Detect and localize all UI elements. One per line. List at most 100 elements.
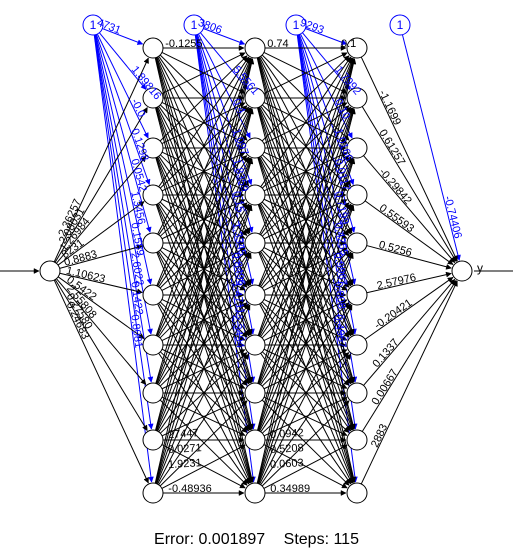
- hidden-node-layer2: [244, 429, 266, 451]
- weight-label: 1.9231: [168, 457, 202, 471]
- input-arrow: [0, 268, 40, 274]
- steps-text: Steps: 115: [283, 532, 359, 548]
- weight-line: [161, 397, 246, 437]
- arrowhead: [340, 292, 347, 298]
- arrowhead: [341, 482, 348, 489]
- hidden-node-layer1: [142, 37, 164, 59]
- arrowhead: [138, 333, 145, 339]
- weight-line: [259, 57, 353, 235]
- bias-line: [94, 34, 152, 285]
- arrowhead: [142, 424, 148, 432]
- arrowhead: [241, 229, 248, 236]
- arrowhead: [341, 383, 348, 389]
- arrowhead: [140, 378, 147, 386]
- hidden-node-layer1: [142, 382, 164, 404]
- bias-weight-label: 5.5561: [230, 64, 261, 98]
- bias-weight-label: 0.15: [230, 190, 246, 214]
- weight-line: [260, 353, 352, 486]
- output-node: [451, 260, 473, 282]
- weight-label: 0.1337: [370, 337, 401, 370]
- weight-label: 0.0942: [270, 427, 304, 441]
- arrowhead: [144, 178, 151, 186]
- weight-line: [363, 279, 456, 386]
- arrowhead: [345, 353, 352, 361]
- arrowhead: [239, 335, 246, 341]
- weight-line: [59, 272, 143, 293]
- arrowhead: [136, 244, 143, 251]
- weight-line: [257, 205, 354, 484]
- arrowhead: [447, 259, 454, 265]
- arrowhead: [245, 132, 251, 139]
- weight-line: [155, 58, 253, 384]
- hidden-node-layer3: [346, 429, 368, 451]
- arrowhead: [138, 201, 145, 207]
- bias-line: [93, 34, 153, 483]
- hidden-node-layer3: [346, 184, 368, 206]
- hidden-node-layer2: [244, 137, 266, 159]
- bias-nodes: 1 1 1 1: [82, 14, 411, 36]
- weight-line: [261, 55, 350, 142]
- weight-line: [256, 58, 356, 484]
- bias-node: [389, 14, 411, 36]
- arrowhead: [340, 45, 347, 51]
- arrowhead: [136, 39, 144, 45]
- arrowhead: [147, 376, 154, 383]
- arrowhead: [238, 437, 245, 443]
- weight-line: [155, 58, 253, 431]
- arrowhead: [341, 285, 348, 291]
- arrowhead: [239, 383, 246, 389]
- arrowhead: [341, 52, 348, 58]
- hidden-node-layer1: [142, 334, 164, 356]
- weight-line: [155, 205, 252, 484]
- arrowhead: [340, 390, 347, 396]
- arrowhead: [343, 155, 350, 162]
- arrowhead: [343, 331, 350, 338]
- weight-label: 0.61257: [376, 127, 407, 167]
- weight-line: [363, 155, 456, 263]
- arrowhead: [136, 288, 143, 295]
- hidden-node-layer2: [244, 382, 266, 404]
- weight-label: 27447: [168, 427, 199, 441]
- bias-weight-label: 9293: [298, 17, 325, 37]
- arrowhead: [239, 444, 246, 451]
- bias-weight-label: 0.808: [332, 281, 348, 310]
- weight-line: [366, 272, 452, 294]
- bias-node-label: 1: [397, 18, 404, 32]
- weight-line: [158, 56, 250, 188]
- arrowhead: [239, 397, 246, 403]
- weight-line: [157, 252, 251, 432]
- bias-line: [95, 34, 151, 233]
- bias-weight-label: 4731: [95, 17, 122, 37]
- arrowhead: [239, 349, 246, 355]
- arrowhead: [348, 178, 355, 186]
- bias-line: [296, 34, 356, 430]
- arrowhead: [143, 477, 149, 484]
- weight-line: [54, 107, 148, 263]
- arrowhead: [241, 400, 248, 407]
- weight-line: [364, 276, 454, 340]
- weight-line: [159, 155, 248, 237]
- arrowhead: [341, 349, 348, 355]
- weight-line: [53, 279, 149, 484]
- arrowhead: [241, 155, 248, 162]
- weight-label: 0.34989: [270, 483, 310, 495]
- weight-label: 0.74: [267, 38, 288, 50]
- bias-node: [82, 14, 104, 36]
- arrowhead: [341, 335, 348, 341]
- hidden-node-layer3: [346, 284, 368, 306]
- weight-line: [156, 204, 252, 431]
- arrowhead: [343, 352, 350, 359]
- bias-weight-label: 1.4711: [230, 281, 247, 315]
- bias-weight-label: 0.4967: [332, 314, 348, 349]
- neurons: [39, 37, 473, 504]
- arrowhead: [241, 331, 248, 338]
- arrowhead: [343, 400, 350, 407]
- bias-weight-label: 2.6022: [128, 252, 145, 287]
- weight-label: 0.0603: [270, 457, 304, 471]
- hidden-node-layer2: [244, 284, 266, 306]
- weight-label: -0.48936: [168, 483, 211, 495]
- arrowhead: [243, 353, 250, 361]
- hidden-node-layer2: [244, 482, 266, 504]
- hidden-node-layer3: [346, 482, 368, 504]
